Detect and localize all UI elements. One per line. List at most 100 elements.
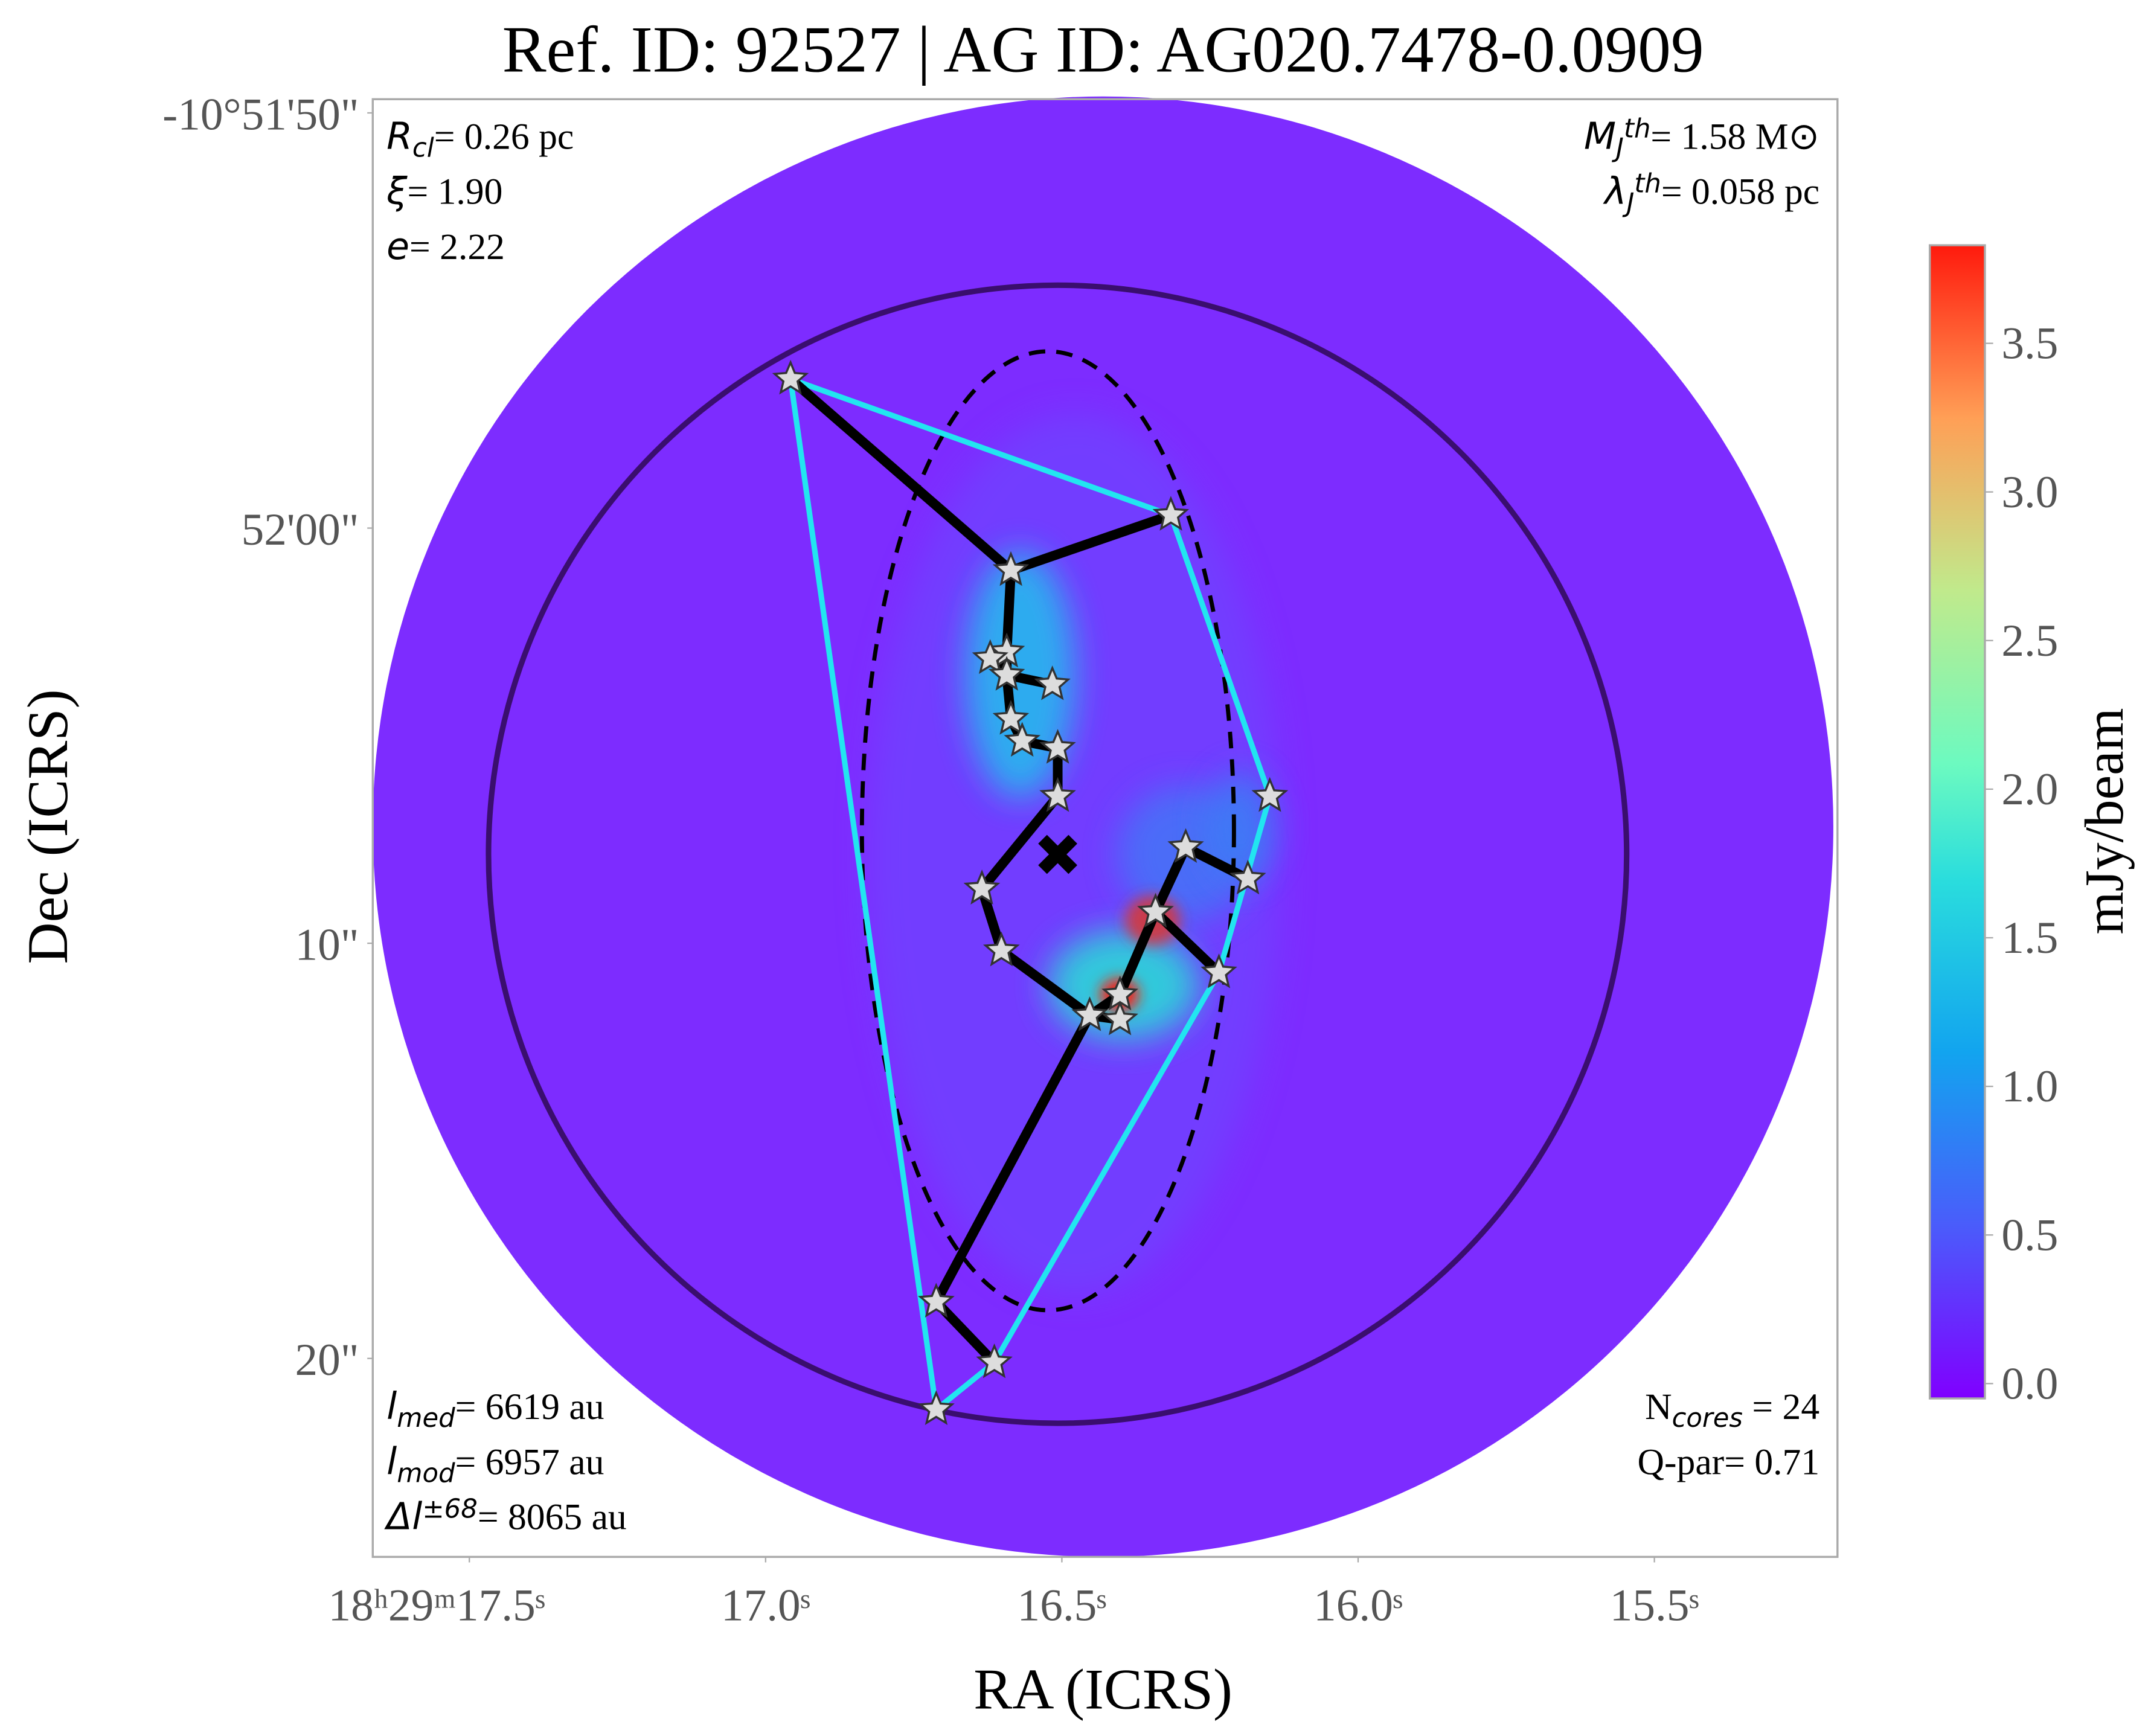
core	[918, 1283, 955, 1318]
annotation-part: λ	[1603, 170, 1626, 213]
annotation-part: = 1.90	[407, 171, 502, 213]
annotation-part: mod	[397, 1458, 455, 1488]
core	[1034, 665, 1071, 700]
colorbar-label: mJy/beam	[2074, 708, 2135, 934]
core	[992, 699, 1030, 735]
x-tick-label: 16.0ˢ	[1313, 1580, 1403, 1630]
annotation-part: th	[1634, 168, 1661, 199]
colorbar-tick-label: 0.5	[2001, 1210, 2058, 1260]
colorbar-tick-label: 3.0	[2001, 467, 2058, 517]
annotation-part: M	[1584, 114, 1616, 158]
annotation-part: cores	[1672, 1403, 1743, 1433]
core	[1152, 496, 1190, 531]
core	[1251, 777, 1289, 812]
annotation-part: N	[1645, 1386, 1672, 1427]
annotation-part: R	[386, 114, 412, 158]
colorbar-tick-label: 3.5	[2001, 319, 2058, 369]
clump-center	[1038, 834, 1077, 874]
clump-circle	[486, 282, 1630, 1426]
mst-edge	[996, 946, 1095, 1020]
annotation: MJth= 1.58 M⊙	[1584, 114, 1819, 163]
title: Ref. ID: 92527 | AG ID: AG020.7478-0.090…	[502, 13, 1704, 86]
annotation-part: = 6619 au	[455, 1386, 604, 1427]
annotation-part: Δl	[384, 1495, 422, 1539]
annotation-part: e	[386, 225, 409, 268]
colorbar	[1928, 244, 1986, 1400]
annotation-part: ±68	[422, 1494, 477, 1524]
annotation-part: l	[386, 1385, 397, 1428]
core	[1167, 828, 1204, 863]
mst-edge	[786, 374, 1016, 575]
annotation-part: = 0.26 pc	[434, 116, 574, 157]
frame	[371, 98, 1839, 1558]
mst-edge	[976, 791, 1063, 894]
annotation-part: med	[397, 1403, 455, 1433]
core	[1071, 996, 1108, 1031]
core	[983, 931, 1020, 967]
mst-edge	[1150, 907, 1224, 978]
y-tick-label: 52'00"	[242, 505, 359, 555]
core	[963, 870, 1001, 905]
x-label: RA (ICRS)	[973, 1657, 1233, 1721]
annotation-part: = 8065 au	[478, 1497, 627, 1538]
y-tick-label: -10°51'50"	[162, 89, 359, 139]
mst-edge	[931, 1010, 1095, 1307]
colorbar-tick-label: 2.0	[2001, 764, 2058, 815]
map	[373, 96, 1833, 1557]
annotation-part: = 2.22	[409, 226, 505, 267]
colorbar-tick-label: 1.5	[2001, 913, 2058, 963]
core	[918, 1390, 955, 1425]
colorbar-tick-label: 2.5	[2001, 616, 2058, 666]
annotation-part: cl	[412, 133, 434, 163]
hull-edge	[933, 1360, 998, 1412]
core	[992, 551, 1030, 586]
core	[1039, 777, 1076, 812]
y-tick-label: 20"	[295, 1335, 359, 1385]
annotation-part: l	[386, 1440, 397, 1483]
core	[1039, 729, 1076, 764]
marks	[772, 359, 1289, 1425]
fit-ellipse	[859, 349, 1236, 1313]
hull-edge	[992, 970, 1222, 1366]
colorbar-tick-label: 1.0	[2001, 1062, 2058, 1112]
core	[1201, 953, 1237, 988]
annotation-part: = 0.058 pc	[1661, 171, 1819, 213]
annotation: Δl±68= 8065 au	[384, 1494, 627, 1538]
x-tick-label: 18ʰ29ᵐ17.5ˢ	[328, 1580, 545, 1630]
annotations: Rcl= 0.26 pc ξ= 1.90 e= 2.22 MJth= 1.58 M⊙ λ…	[384, 114, 1819, 1539]
hull-edge	[787, 376, 1174, 518]
mst-edge	[1115, 907, 1161, 1000]
core	[1101, 1000, 1138, 1036]
annotation: Rcl= 0.26 pc	[386, 114, 574, 163]
annotation: Ncores = 24	[1645, 1386, 1819, 1433]
y-tick-label: 10"	[295, 920, 359, 970]
annotation-part: = 24	[1743, 1386, 1819, 1427]
annotation-part: Q-par= 0.71	[1638, 1441, 1820, 1482]
annotation-part: = 6957 au	[455, 1441, 604, 1482]
annotation-part: = 1.58 M⊙	[1650, 116, 1819, 157]
core	[1229, 859, 1266, 895]
annotation: ξ= 1.90	[386, 170, 502, 213]
y-label: Dec (ICRS)	[16, 690, 80, 964]
x-tick-label: 16.5ˢ	[1018, 1580, 1107, 1630]
annotation: Q-par= 0.71	[1638, 1441, 1820, 1482]
core	[976, 1343, 1013, 1379]
annotation: lmed= 6619 au	[386, 1385, 604, 1433]
x-tick-label: 17.0ˢ	[721, 1580, 810, 1630]
colorbar-tick-label: 0.0	[2001, 1359, 2058, 1409]
hull-edge	[787, 376, 939, 1412]
annotation: lmod= 6957 au	[386, 1440, 604, 1488]
core	[988, 656, 1025, 691]
annotation: λJth= 0.058 pc	[1603, 168, 1819, 218]
core	[972, 639, 1008, 674]
core	[1137, 892, 1174, 928]
annotation: e= 2.22	[386, 225, 505, 268]
annotation-part: ξ	[386, 170, 408, 213]
hull-edge	[1168, 512, 1273, 799]
mst-edge	[1006, 510, 1176, 575]
core	[772, 359, 809, 395]
annotation-part: th	[1624, 114, 1650, 144]
x-tick-label: 15.5ˢ	[1610, 1580, 1699, 1630]
core	[1004, 722, 1040, 757]
